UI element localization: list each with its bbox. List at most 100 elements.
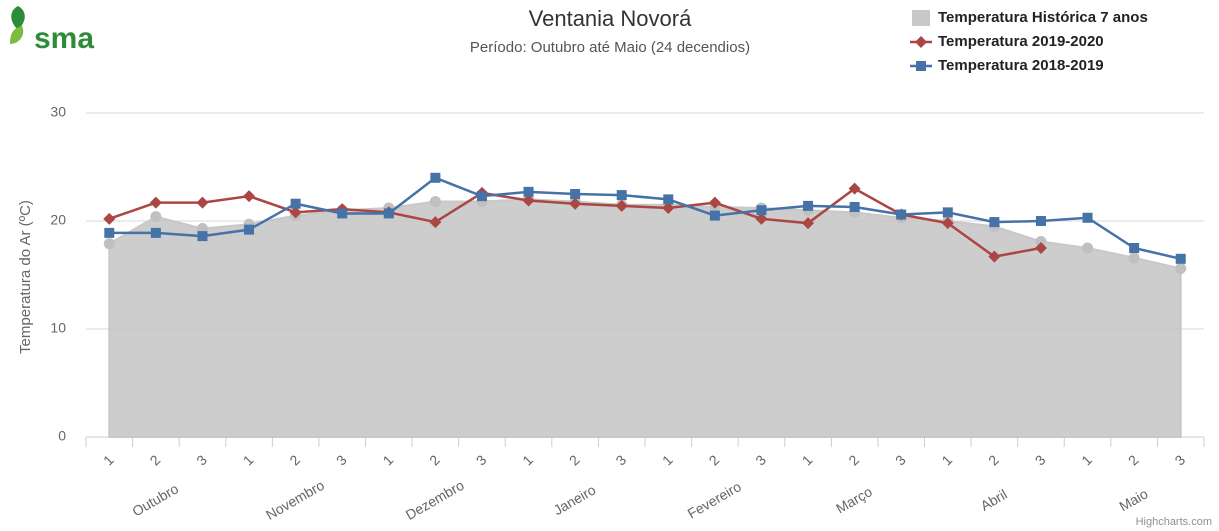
y-axis-title: Temperatura do Ar (ºC) (17, 200, 34, 354)
marker (941, 217, 954, 230)
marker (942, 207, 953, 218)
marker (103, 212, 116, 225)
legend-symbol (912, 10, 930, 26)
marker (708, 196, 721, 209)
x-tick-label: 3 (1171, 452, 1188, 469)
x-tick-label: 2 (426, 452, 443, 469)
x-group-label: Fevereiro (685, 478, 744, 522)
x-group-label: Dezembro (403, 477, 467, 523)
x-tick-label: 1 (519, 452, 536, 469)
x-tick-label: 2 (845, 452, 862, 469)
marker (429, 196, 441, 208)
marker (244, 224, 255, 235)
marker (1129, 243, 1140, 253)
x-tick-label: 1 (379, 452, 396, 469)
x-group-label: Abril (978, 486, 1010, 514)
marker (430, 172, 441, 183)
marker (243, 190, 256, 203)
x-tick-label: 1 (1078, 452, 1095, 469)
x-tick-label: 2 (566, 452, 583, 469)
marker (1175, 253, 1186, 264)
x-tick-label: 2 (1125, 452, 1142, 469)
marker (383, 208, 394, 219)
marker (615, 199, 628, 212)
marker (616, 190, 627, 201)
marker (1128, 252, 1140, 264)
x-group-label: Março (833, 483, 875, 516)
marker (522, 194, 535, 207)
marker (756, 205, 767, 216)
x-tick-label: 1 (100, 452, 117, 469)
line (109, 176, 1181, 261)
marker (802, 217, 815, 230)
marker (289, 206, 302, 219)
x-group-label: Outubro (129, 480, 181, 519)
x-tick-label: 2 (706, 452, 723, 469)
marker (196, 196, 209, 209)
marker (896, 209, 907, 220)
marker (1035, 216, 1046, 226)
x-tick-label: 3 (473, 452, 490, 469)
marker (290, 198, 301, 209)
logo: sma (10, 6, 94, 55)
marker (570, 189, 581, 199)
area (108, 198, 1182, 438)
x-group-label: Janeiro (551, 481, 599, 518)
marker (150, 227, 161, 238)
marker (988, 250, 1001, 263)
legend-label: Temperatura 2018-2019 (938, 57, 1104, 74)
legend: Temperatura Histórica 7 anos Temperatura … (910, 9, 1148, 74)
marker (1082, 242, 1094, 254)
chart-title: Ventania Novorá (529, 6, 692, 31)
x-tick-label: 2 (985, 452, 1002, 469)
marker (197, 231, 208, 242)
marker (150, 211, 162, 223)
x-tick-label: 1 (240, 452, 257, 469)
credit: Highcharts.com (1136, 516, 1212, 528)
marker (1034, 242, 1047, 254)
x-tick-label: 3 (193, 452, 210, 469)
marker (915, 36, 927, 48)
x-tick-label: 2 (147, 452, 164, 469)
marker (1035, 236, 1047, 248)
marker (755, 212, 768, 225)
marker (662, 202, 675, 215)
marker (1175, 263, 1187, 275)
y-tick-label: 10 (50, 320, 66, 336)
logo-leaf (10, 26, 24, 44)
marker (1082, 212, 1093, 223)
x-tick-label: 3 (1032, 452, 1049, 469)
logo-text: sma (34, 22, 94, 55)
marker (104, 227, 115, 238)
x-tick-label: 2 (286, 452, 303, 469)
x-group-label: Maio (1116, 485, 1150, 514)
marker (849, 201, 860, 212)
x-group-label: Novembro (263, 477, 327, 523)
x-tick-label: 1 (659, 452, 676, 469)
marker (337, 208, 348, 219)
marker (429, 216, 442, 229)
x-tick-label: 1 (938, 452, 955, 469)
marker (916, 61, 926, 71)
chart-subtitle: Período: Outubro até Maio (24 decendios) (470, 39, 750, 56)
marker (989, 217, 1000, 228)
y-tick-label: 20 (50, 212, 66, 228)
logo-leaf (11, 6, 25, 30)
marker (663, 194, 674, 205)
x-tick-label: 3 (612, 452, 629, 469)
legend-label: Temperatura 2019-2020 (938, 33, 1104, 50)
marker (848, 182, 861, 195)
marker (803, 200, 814, 211)
y-tick-label: 30 (50, 104, 66, 120)
x-tick-label: 3 (892, 452, 909, 469)
marker (103, 238, 115, 250)
marker (149, 196, 162, 209)
marker (476, 191, 487, 202)
marker (523, 186, 534, 197)
x-tick-label: 3 (333, 452, 350, 469)
x-tick-label: 3 (752, 452, 769, 469)
marker (709, 210, 720, 221)
marker (569, 197, 582, 210)
y-tick-label: 0 (58, 428, 66, 444)
